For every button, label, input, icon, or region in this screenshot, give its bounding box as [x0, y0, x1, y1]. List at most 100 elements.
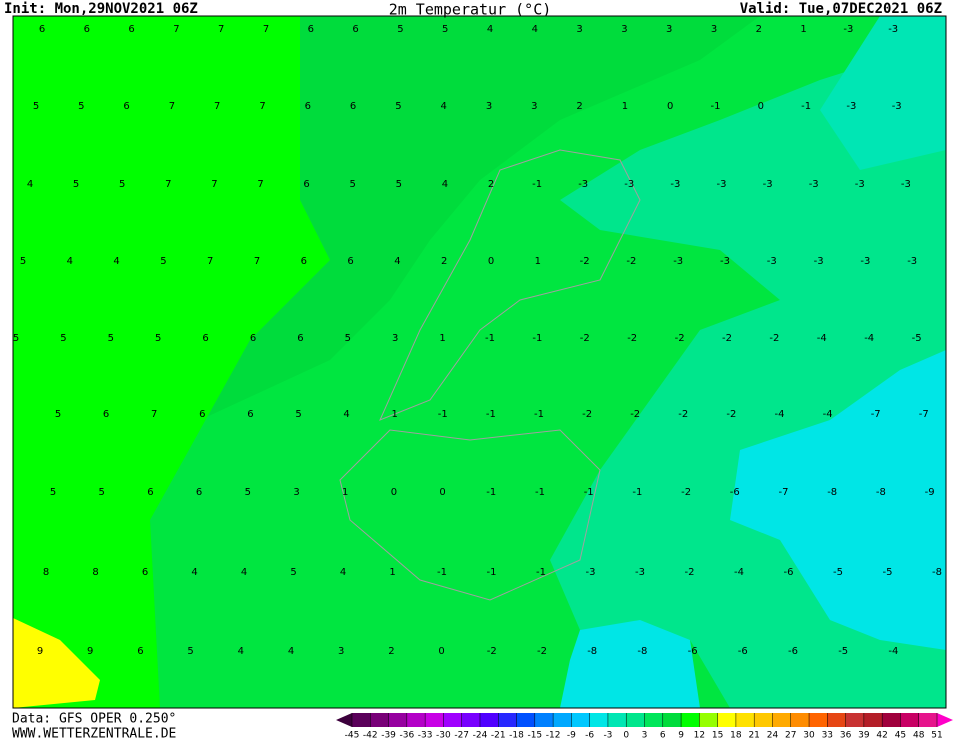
colorbar-label: 3: [642, 731, 648, 741]
temperature-value: -8: [876, 487, 886, 498]
temperature-value: 1: [439, 333, 445, 344]
temperature-value: 4: [394, 256, 400, 267]
temperature-value: -4: [775, 409, 785, 420]
temperature-value: -4: [864, 333, 874, 344]
temperature-value: 6: [199, 409, 205, 420]
colorbar-high-arrow: [937, 713, 953, 727]
colorbar-cell: [553, 713, 572, 727]
temperature-value: 2: [441, 256, 447, 267]
temperature-value: 4: [487, 24, 493, 35]
temperature-value: -3: [888, 24, 898, 35]
temperature-value: 4: [238, 646, 244, 657]
colorbar-cell: [607, 713, 627, 727]
init-label: Init: Mon,29NOV2021 06Z: [4, 1, 198, 17]
temperature-value: -3: [670, 179, 680, 190]
temperature-value: 1: [622, 101, 628, 112]
temperature-value: -2: [726, 409, 736, 420]
colorbar-label: 21: [748, 731, 759, 741]
field-cold: [820, 16, 946, 170]
colorbar-cell: [918, 713, 938, 727]
temperature-value: 0: [488, 256, 494, 267]
temperature-value: -8: [827, 487, 837, 498]
colorbar-cell: [717, 713, 737, 727]
temperature-value: 8: [92, 567, 98, 578]
temperature-value: -1: [486, 487, 496, 498]
temperature-value: -3: [907, 256, 917, 267]
temperature-value: -2: [487, 646, 497, 657]
temperature-value: 7: [254, 256, 260, 267]
temperature-value: -3: [720, 256, 730, 267]
colorbar-label: 39: [858, 731, 870, 741]
temperature-value: -2: [675, 333, 685, 344]
temperature-value: 0: [667, 101, 673, 112]
temperature-value: 5: [108, 333, 114, 344]
temperature-value: 0: [391, 487, 397, 498]
temperature-value: 9: [37, 646, 43, 657]
temperature-value: -6: [788, 646, 798, 657]
temperature-value: -1: [534, 409, 544, 420]
temperature-value: 8: [43, 567, 49, 578]
temperature-value: 5: [73, 179, 79, 190]
temperature-value: 7: [169, 101, 175, 112]
temperature-value: 1: [389, 567, 395, 578]
source-label: Data: GFS OPER 0.250°: [12, 712, 176, 727]
temperature-value: 6: [250, 333, 256, 344]
temperature-value: 5: [395, 101, 401, 112]
colorbar-label: -30: [436, 731, 451, 741]
site-label: WWW.WETTERZENTRALE.DE: [12, 727, 176, 741]
colorbar-cell: [516, 713, 536, 727]
colorbar-cell: [589, 713, 609, 727]
temperature-value: 2: [488, 179, 494, 190]
temperature-value: 4: [113, 256, 119, 267]
colorbar-label: 18: [730, 731, 742, 741]
temperature-value: -3: [578, 179, 588, 190]
temperature-value: 6: [347, 256, 353, 267]
temperature-value: 6: [303, 179, 309, 190]
colorbar-label: -12: [546, 731, 561, 741]
temperature-value: 6: [301, 256, 307, 267]
temperature-value: 5: [55, 409, 61, 420]
colorbar-label: 45: [895, 731, 906, 741]
temperature-value: -1: [486, 409, 496, 420]
colorbar-label: 15: [712, 731, 723, 741]
colorbar-label: 6: [660, 731, 666, 741]
temperature-value: 4: [288, 646, 294, 657]
temperature-value: 0: [438, 646, 444, 657]
temperature-value: 4: [27, 179, 33, 190]
colorbar-cell: [352, 713, 371, 727]
temperature-value: 3: [486, 101, 492, 112]
temperature-value: 9: [87, 646, 93, 657]
colorbar-cell: [662, 713, 682, 727]
temperature-value: 6: [39, 24, 45, 35]
colorbar-cell: [845, 713, 865, 727]
colorbar-label: 33: [822, 731, 833, 741]
temperature-value: 5: [155, 333, 161, 344]
colorbar-cell: [772, 713, 792, 727]
temperature-value: 7: [165, 179, 171, 190]
temperature-value: -3: [809, 179, 819, 190]
colorbar-cell: [388, 713, 408, 727]
temperature-value: 7: [214, 101, 220, 112]
temperature-field: [13, 16, 946, 708]
temperature-value: 5: [397, 24, 403, 35]
colorbar-cell: [644, 713, 664, 727]
temperature-value: -6: [730, 487, 740, 498]
temperature-value: 6: [308, 24, 314, 35]
field-frost: [560, 350, 946, 708]
temperature-value: -2: [580, 256, 590, 267]
temperature-value: -5: [912, 333, 922, 344]
temperature-value: 6: [202, 333, 208, 344]
colorbar-label: 24: [767, 731, 779, 741]
temperature-value: -2: [630, 409, 640, 420]
colorbar-label: -3: [603, 731, 612, 741]
temperature-value: -3: [814, 256, 824, 267]
temperature-value: 5: [245, 487, 251, 498]
temperature-value: 6: [247, 409, 253, 420]
temperature-value: 5: [350, 179, 356, 190]
temperature-value: -3: [624, 179, 634, 190]
temperature-value: -9: [925, 487, 935, 498]
temperature-value: 5: [295, 409, 301, 420]
temperature-value: 6: [123, 101, 129, 112]
temperature-value: 6: [297, 333, 303, 344]
temperature-value: -3: [901, 179, 911, 190]
